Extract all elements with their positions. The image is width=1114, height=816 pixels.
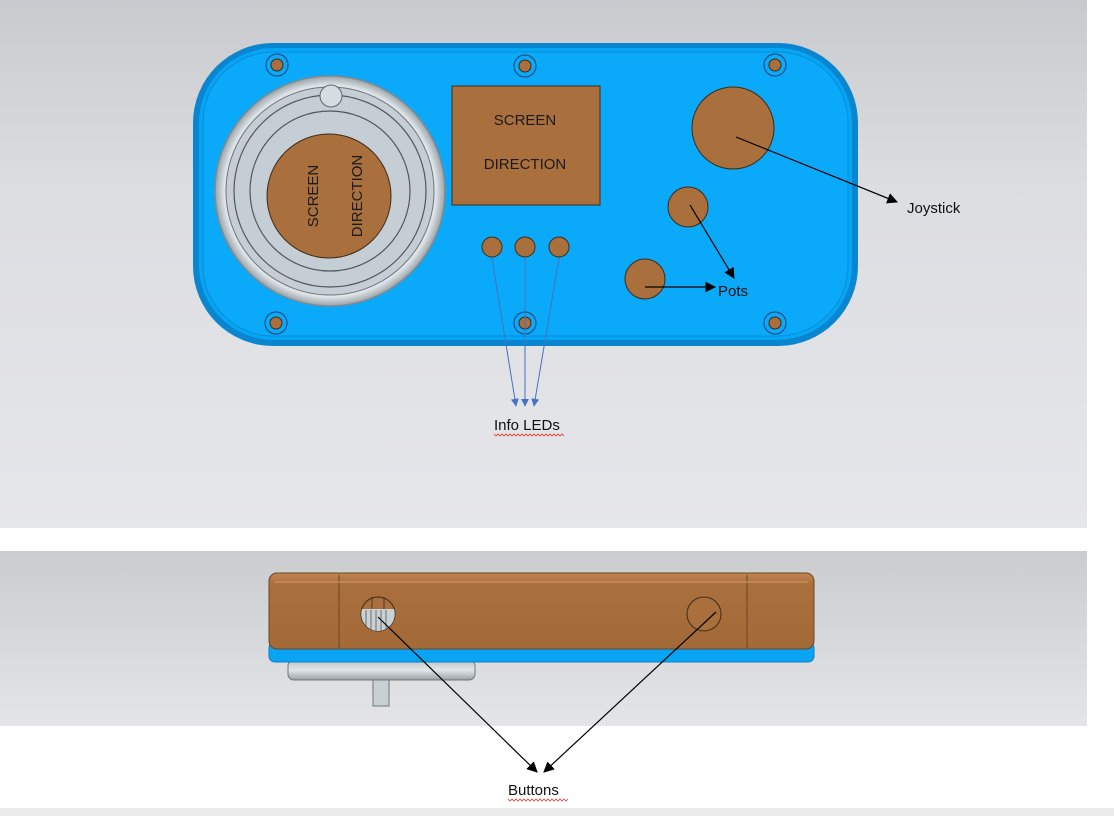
round-screen-assembly: SCREEN DIRECTION — [214, 75, 446, 307]
spellcheck-underline — [493, 433, 565, 437]
rect-screen-line1: SCREEN — [494, 112, 557, 129]
spellcheck-underline — [507, 798, 569, 802]
bottom-strip — [0, 808, 1114, 816]
joystick — [691, 86, 775, 170]
joystick-label: Joystick — [907, 200, 961, 217]
buttons-arrow-left — [377, 616, 538, 773]
rect-screen: SCREEN DIRECTION — [451, 85, 601, 206]
buttons-arrow-right — [543, 611, 717, 773]
side-button-right — [686, 596, 722, 632]
enclosure-top-view: SCREEN DIRECTION SCREEN DIRECTION — [193, 43, 858, 346]
buttons-label: Buttons — [508, 782, 559, 799]
screw-hole — [513, 54, 537, 78]
pots-label: Pots — [718, 283, 748, 300]
info-leds-label: Info LEDs — [494, 417, 560, 434]
side-base-disc — [287, 659, 476, 681]
rect-screen-line2: DIRECTION — [484, 156, 567, 173]
round-screen-line1: SCREEN — [305, 165, 322, 228]
round-screen-line2: DIRECTION — [349, 155, 366, 238]
screw-hole — [763, 53, 787, 77]
info-led — [548, 236, 570, 258]
pot-upper — [667, 186, 709, 228]
side-body — [268, 572, 815, 650]
info-led — [481, 236, 503, 258]
screw-hole — [264, 311, 288, 335]
round-screen-display — [266, 133, 392, 259]
info-led — [514, 236, 536, 258]
led-arrow — [491, 257, 519, 407]
screw-hole — [763, 311, 787, 335]
joystick-arrow — [735, 136, 899, 204]
led-arrow — [531, 257, 560, 407]
side-button-left — [360, 596, 396, 632]
pot-lower — [624, 258, 666, 300]
enclosure-side-view — [268, 572, 815, 707]
screw-hole — [265, 53, 289, 77]
info-leds — [481, 236, 570, 258]
pots-arrow-upper — [689, 204, 735, 279]
round-screen-knob — [319, 84, 343, 108]
